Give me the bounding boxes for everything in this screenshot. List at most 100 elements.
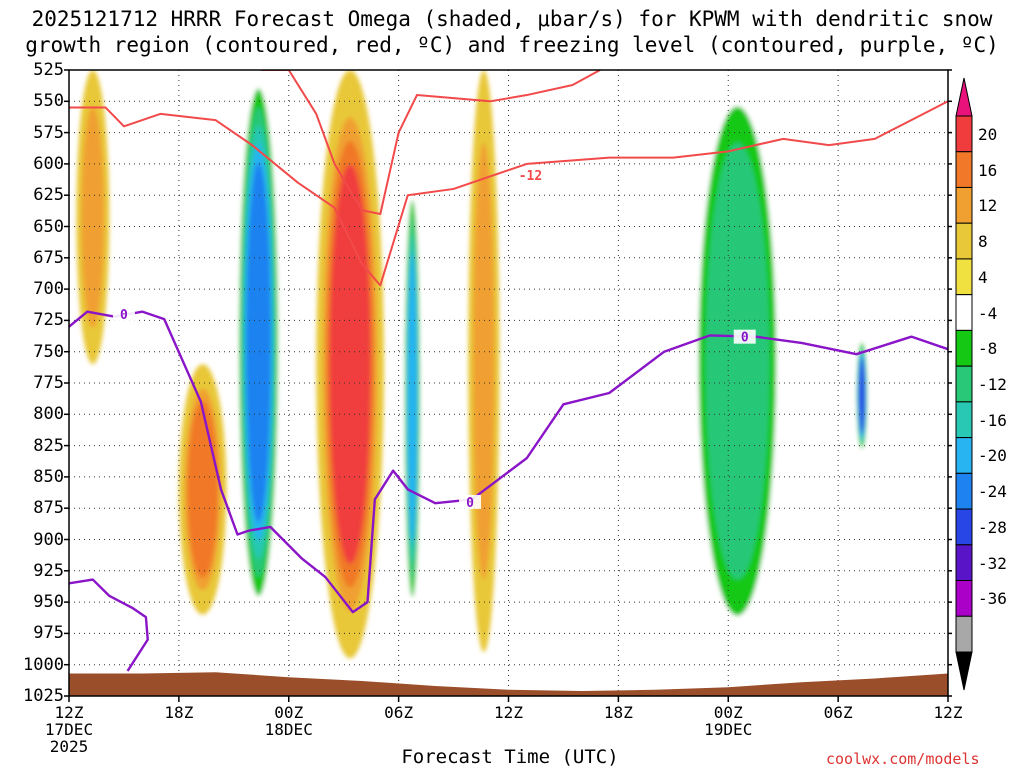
x-tick-label-line: 19DEC bbox=[704, 720, 753, 739]
freezing-contour-label-background bbox=[733, 329, 756, 344]
colorbar-box bbox=[955, 258, 973, 296]
x-tick-label-line: 06Z bbox=[384, 703, 414, 722]
omega-level-shape bbox=[407, 252, 418, 546]
y-tick-label: 525 bbox=[33, 60, 64, 80]
colorbar-top-triangle bbox=[955, 77, 973, 117]
x-tick-label-line: 18Z bbox=[164, 703, 194, 722]
freezing-contour-label-background bbox=[459, 494, 482, 509]
x-tick-label-line: 2025 bbox=[49, 737, 89, 756]
x-tick-label-line: 17DEC bbox=[44, 720, 94, 739]
dgz-contour-label: -12 bbox=[519, 169, 542, 184]
y-tick-label: 875 bbox=[33, 498, 64, 519]
x-tick-label: 12Z bbox=[469, 704, 549, 721]
freezing-contour-label: 0 bbox=[741, 331, 749, 346]
colorbar-box bbox=[955, 615, 973, 653]
x-tick-label: 18Z bbox=[578, 704, 658, 721]
omega-feature bbox=[316, 70, 384, 659]
y-tick-label: 1000 bbox=[23, 654, 64, 675]
omega-feature bbox=[76, 70, 110, 365]
colorbar-label: 12 bbox=[978, 196, 998, 216]
omega-level-shape bbox=[329, 164, 371, 564]
colorbar-bottom-triangle bbox=[955, 651, 973, 691]
colorbar-label: -12 bbox=[978, 375, 1007, 394]
colorbar-label: -24 bbox=[978, 482, 1007, 502]
y-tick-label: 975 bbox=[33, 623, 64, 644]
terrain bbox=[69, 672, 948, 696]
x-tick-label: 06Z bbox=[359, 704, 439, 721]
colorbar-box bbox=[955, 151, 973, 188]
y-tick-label: 925 bbox=[33, 560, 64, 581]
credit-text: coolwx.com/models bbox=[826, 750, 980, 768]
y-tick-label: 850 bbox=[33, 466, 64, 487]
dgz-upper-contour bbox=[261, 70, 601, 215]
x-tick-label-line: 12Z bbox=[54, 703, 84, 722]
terrain-shape bbox=[69, 672, 948, 696]
contours: -12 0 0 0 bbox=[69, 70, 948, 672]
omega-level-shape bbox=[81, 106, 105, 328]
axis-ticks bbox=[64, 69, 952, 702]
x-tick-label-line: 00Z bbox=[274, 703, 304, 722]
colorbar-box bbox=[955, 508, 973, 546]
y-tick-label: 700 bbox=[33, 279, 64, 300]
y-tick-label: 1025 bbox=[23, 686, 64, 706]
colorbar-box bbox=[955, 472, 973, 510]
colorbar-label: 16 bbox=[978, 160, 998, 180]
omega-level-shape bbox=[858, 359, 866, 432]
colorbar-box bbox=[955, 401, 973, 439]
colorbar-box bbox=[955, 329, 973, 367]
y-tick-label: 650 bbox=[33, 216, 64, 237]
x-tick-label-line: 00Z bbox=[713, 703, 743, 722]
colorbar-label: -32 bbox=[978, 553, 1007, 573]
x-tick-label: 12Z 17DEC 2025 bbox=[29, 704, 109, 755]
x-tick-label-line: 12Z bbox=[933, 703, 963, 722]
colorbar-box bbox=[955, 115, 973, 153]
omega-shading bbox=[76, 70, 868, 659]
x-tick-label-line: 06Z bbox=[823, 703, 853, 722]
colorbar-label: 20 bbox=[978, 124, 998, 144]
colorbar-label: -36 bbox=[978, 589, 1007, 609]
x-tick-label-line: 18DEC bbox=[264, 720, 313, 739]
colorbar-label: -16 bbox=[978, 410, 1007, 430]
y-tick-label: 675 bbox=[33, 247, 64, 268]
omega-feature bbox=[178, 364, 227, 615]
x-tick-label: 06Z bbox=[798, 704, 878, 721]
omega-feature bbox=[404, 182, 421, 615]
freezing-contour-label-background bbox=[112, 307, 135, 322]
y-tick-label: 750 bbox=[33, 341, 64, 362]
x-tick-label: 00Z 19DEC bbox=[688, 704, 768, 738]
colorbar-label: 4 bbox=[978, 267, 988, 287]
omega-feature bbox=[856, 339, 868, 452]
dgz-contour-label-background bbox=[519, 168, 542, 183]
dgz-minus12-contour bbox=[69, 100, 948, 287]
colorbar-box bbox=[955, 437, 973, 474]
y-tick-label: 900 bbox=[33, 529, 64, 550]
colorbar-box bbox=[955, 222, 973, 260]
omega-feature bbox=[468, 70, 500, 653]
colorbar-label: -20 bbox=[978, 446, 1007, 466]
y-tick-label: 625 bbox=[33, 185, 64, 206]
omega-feature bbox=[691, 70, 784, 653]
omega-feature bbox=[237, 70, 280, 615]
colorbar-box bbox=[955, 365, 973, 403]
y-tick-label: 725 bbox=[33, 310, 64, 331]
colorbar-box bbox=[955, 580, 973, 617]
colorbar-label: -28 bbox=[978, 517, 1007, 537]
x-tick-label: 18Z bbox=[139, 704, 219, 721]
colorbar-box bbox=[955, 544, 973, 582]
colorbar-box bbox=[955, 186, 973, 224]
freezing-level-contour bbox=[69, 310, 948, 614]
y-tick-label: 800 bbox=[33, 404, 64, 425]
y-tick-label: 575 bbox=[33, 122, 64, 143]
freezing-contour-label: 0 bbox=[120, 308, 128, 323]
omega-level-shape bbox=[246, 162, 271, 522]
colorbar-label: -4 bbox=[978, 303, 998, 323]
colorbar bbox=[955, 77, 973, 691]
x-tick-label-line: 18Z bbox=[603, 703, 633, 722]
y-tick-label: 950 bbox=[33, 592, 64, 613]
x-tick-label: 00Z 18DEC bbox=[249, 704, 329, 738]
chart-title-line-2: growth region (contoured, red, ºC) and f… bbox=[25, 33, 999, 57]
colorbar-box bbox=[955, 294, 973, 331]
chart-title-line-1: 2025121712 HRRR Forecast Omega (shaded, … bbox=[31, 7, 993, 31]
x-tick-label: 12Z bbox=[908, 704, 988, 721]
